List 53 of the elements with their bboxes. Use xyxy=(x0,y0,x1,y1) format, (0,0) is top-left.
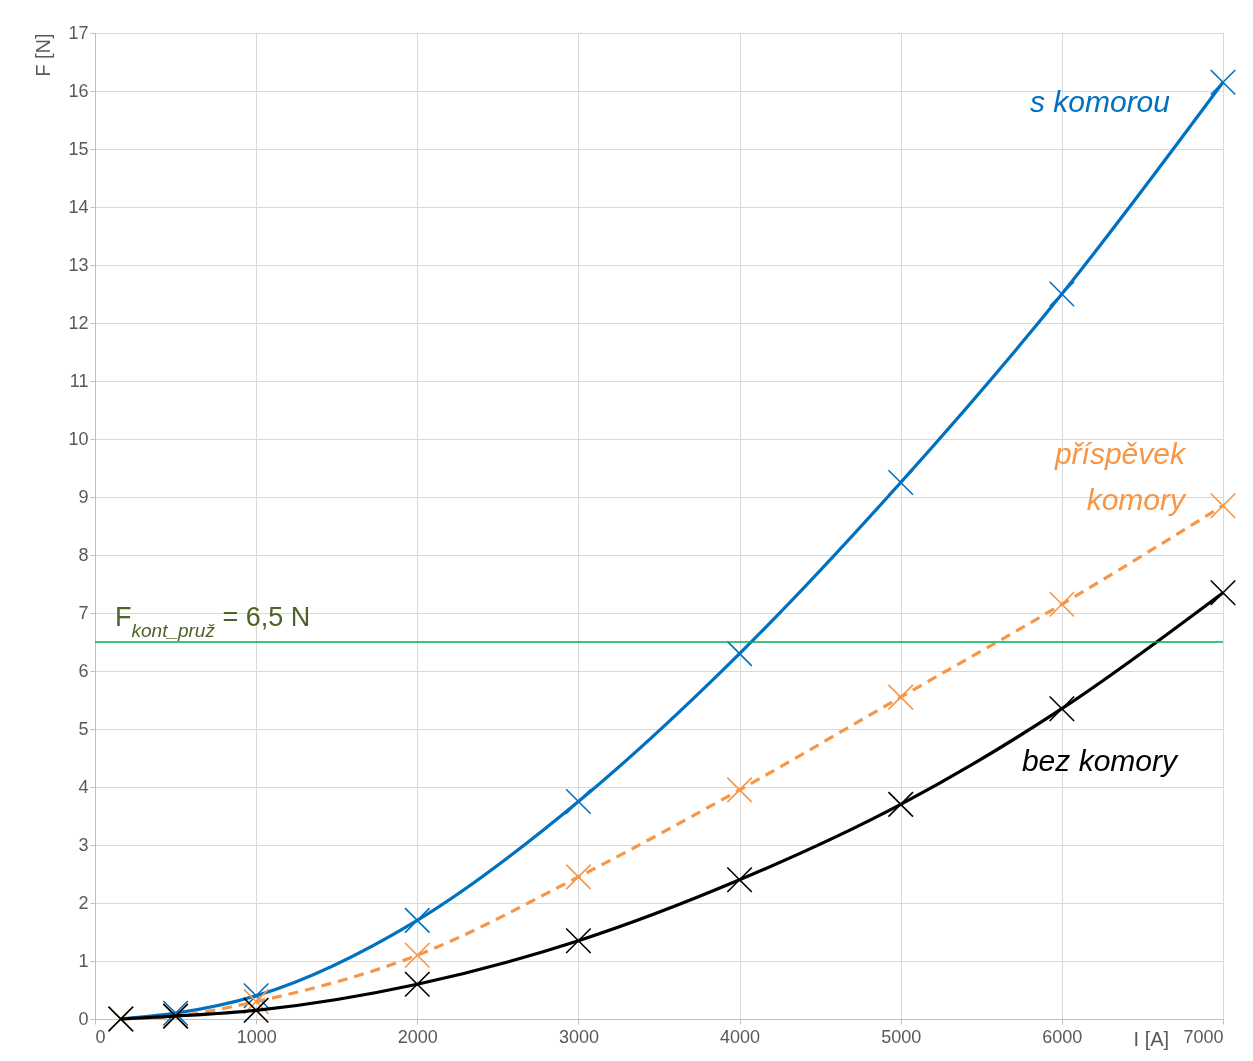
y-tick-label: 17 xyxy=(68,22,89,43)
y-axis-title: F [N] xyxy=(32,33,55,77)
y-tick-label: 13 xyxy=(68,254,89,275)
point xyxy=(1209,492,1237,519)
point xyxy=(726,776,753,803)
point xyxy=(887,791,914,818)
point xyxy=(404,942,431,969)
y-tick-label: 15 xyxy=(68,138,89,159)
point xyxy=(243,988,270,1015)
y-tick-label: 4 xyxy=(78,776,89,797)
y-tick-label: 16 xyxy=(68,80,89,101)
x-tick-label: 0 xyxy=(95,1026,106,1047)
y-tick-label: 5 xyxy=(78,718,89,739)
point xyxy=(887,684,914,711)
series-label: bez komory xyxy=(1021,743,1179,777)
x-tick-label: 2000 xyxy=(397,1026,438,1047)
point xyxy=(726,640,753,667)
series-label: s komorou xyxy=(1029,85,1171,119)
point xyxy=(243,997,270,1024)
x-tick-label: 6000 xyxy=(1042,1026,1083,1047)
y-tick-label: 6 xyxy=(78,660,89,681)
x-axis-title: I [A] xyxy=(1133,1027,1170,1050)
point xyxy=(1048,591,1075,618)
y-tick-label: 14 xyxy=(68,196,89,217)
y-tick-label: 7 xyxy=(78,602,89,623)
y-tick-label: 9 xyxy=(78,486,89,507)
y-tick-label: 12 xyxy=(68,312,89,333)
series-label: příspěvek komory xyxy=(1053,436,1187,516)
y-tick-label: 2 xyxy=(78,892,89,913)
y-tick-label: 8 xyxy=(78,544,89,565)
x-tick-label: 3000 xyxy=(558,1026,599,1047)
y-tick-label: 1 xyxy=(78,950,89,971)
ref-line-label: F$_{kont_pruž}$ = 6,5 N xyxy=(115,602,311,641)
x-tick-label: 5000 xyxy=(881,1026,922,1047)
point xyxy=(565,927,592,954)
x-tick-label: 1000 xyxy=(236,1026,277,1047)
x-tick-label: 7000 xyxy=(1183,1026,1224,1047)
point xyxy=(887,469,914,496)
y-tick-label: 11 xyxy=(69,370,89,391)
point xyxy=(1209,579,1237,606)
point xyxy=(404,971,431,998)
point xyxy=(404,907,431,934)
point xyxy=(565,788,592,815)
point xyxy=(726,866,753,893)
y-tick-label: 3 xyxy=(78,834,89,855)
x-tick-label: 4000 xyxy=(720,1026,761,1047)
y-tick-label: 0 xyxy=(78,1008,89,1029)
point xyxy=(1048,280,1075,308)
point xyxy=(565,863,592,890)
point xyxy=(1209,69,1237,96)
point xyxy=(1048,695,1075,722)
point xyxy=(243,982,270,1009)
y-tick-label: 10 xyxy=(68,428,89,449)
